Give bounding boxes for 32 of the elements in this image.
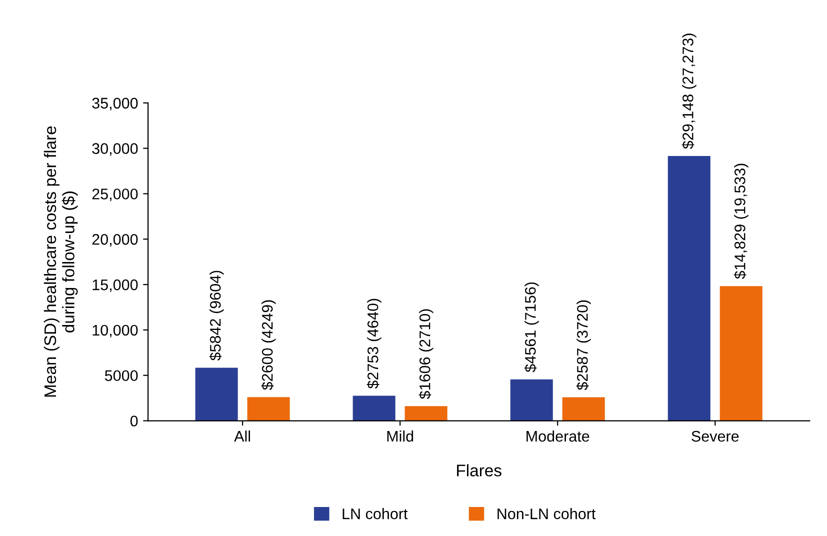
- x-tick-label: Severe: [692, 430, 739, 442]
- bar: [720, 286, 762, 421]
- x-tick-label: Mild: [387, 430, 414, 442]
- y-axis-title: Mean (SD) healthcare costs per flare during follow-up ($): [44, 126, 78, 397]
- y-tick-label: 0: [130, 416, 138, 426]
- data-label: $2753 (4640): [366, 298, 382, 389]
- y-tick-label: 30,000: [92, 143, 138, 156]
- y-tick-label: 5000: [104, 370, 138, 382]
- bar: [195, 368, 238, 421]
- bar: [247, 397, 290, 421]
- data-label: $14,829 (19,533): [734, 164, 748, 279]
- y-tick-label: 35,000: [92, 98, 138, 110]
- x-tick-label: Moderate: [526, 430, 590, 442]
- data-label: $2587 (3720): [576, 300, 591, 390]
- data-label: $5842 (9604): [209, 270, 224, 361]
- bar: [352, 396, 396, 421]
- bar: [668, 156, 710, 421]
- bar: [562, 397, 605, 421]
- legend-label: LN cohort: [342, 508, 408, 520]
- y-tick-label: 20,000: [92, 234, 138, 247]
- x-axis-title: Flares: [457, 464, 502, 476]
- legend-label: Non-LN cohort: [498, 508, 596, 520]
- y-tick-label: 15,000: [92, 279, 138, 292]
- bar: [404, 406, 448, 421]
- bar: [510, 379, 553, 421]
- y-tick-label: 25,000: [92, 188, 138, 202]
- data-label: $29,148 (27,273): [682, 34, 696, 149]
- data-label: $4561 (7156): [524, 282, 539, 372]
- x-tick-label: All: [234, 430, 250, 442]
- y-tick-label: 10,000: [92, 324, 138, 338]
- data-label: $2600 (4249): [261, 300, 276, 390]
- data-label: $1606 (2710): [418, 309, 434, 400]
